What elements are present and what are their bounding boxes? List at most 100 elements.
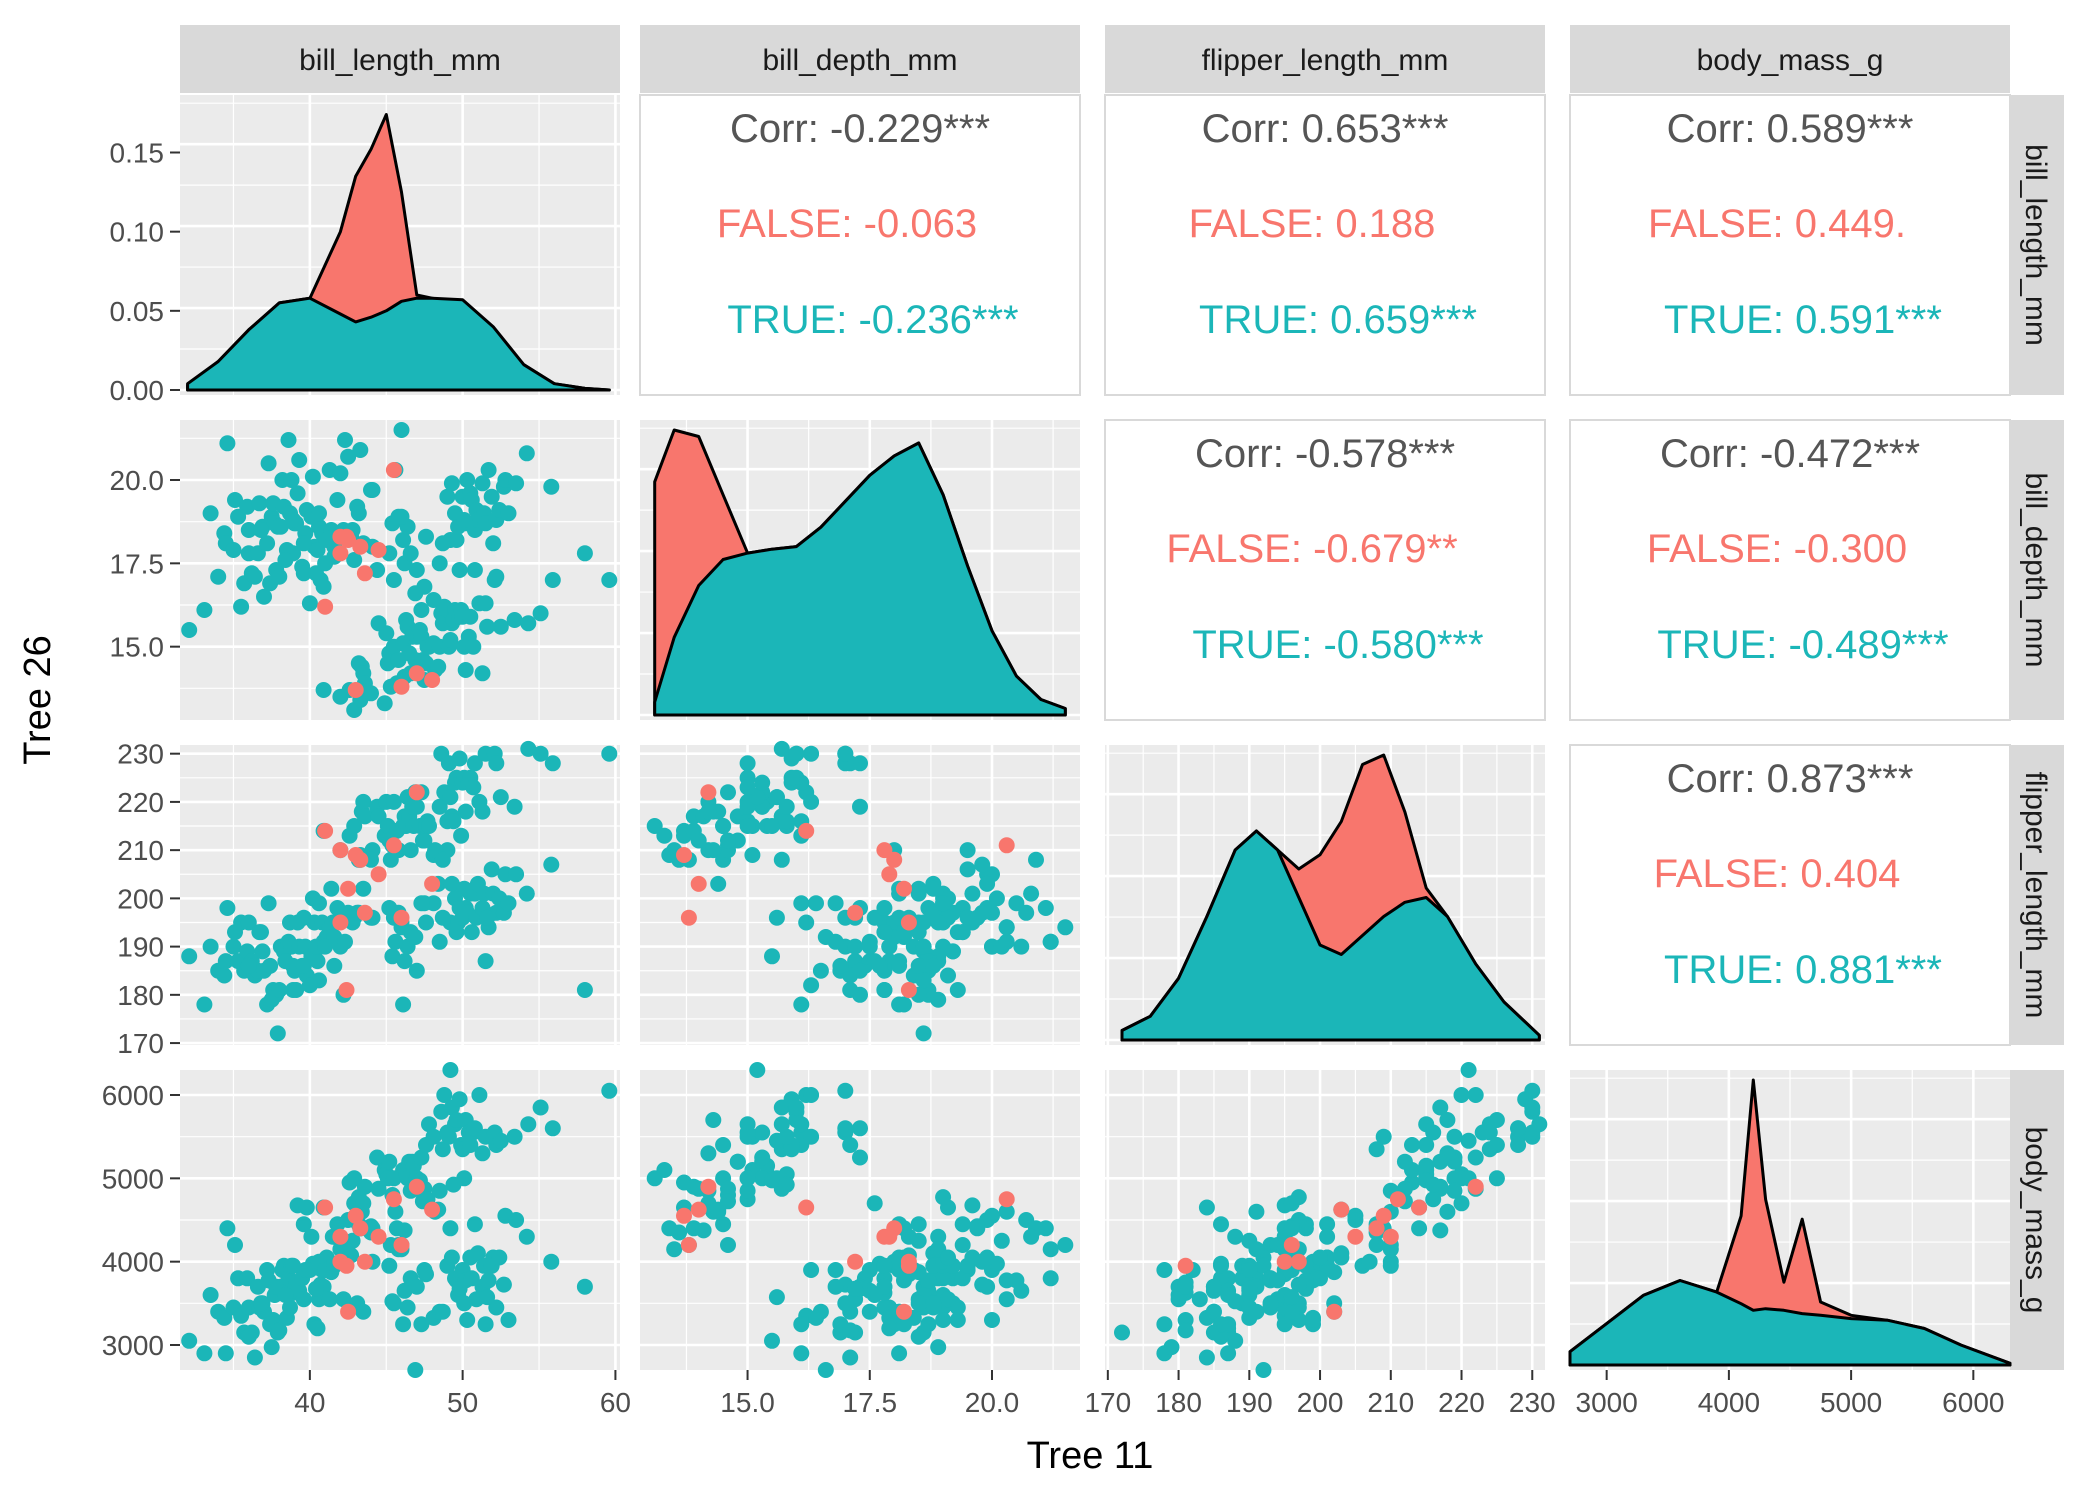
- scatter-point-true: [492, 618, 509, 635]
- scatter-point-true: [407, 929, 424, 945]
- scatter-point-true: [508, 1212, 525, 1228]
- scatter-point-false: [798, 822, 815, 839]
- scatter-point-true: [935, 1270, 952, 1287]
- scatter-point-true: [803, 977, 820, 994]
- scatter-point-false: [356, 1253, 373, 1270]
- correlation-overall-label: Corr: -0.229***: [730, 107, 990, 151]
- scatter-point-true: [832, 957, 849, 974]
- scatter-point-true: [773, 1116, 790, 1133]
- scatter-point-true: [381, 1153, 398, 1170]
- scatter-point-true: [495, 1276, 512, 1293]
- scatter-point-true: [1488, 1112, 1505, 1128]
- scatter-point-true: [396, 953, 413, 970]
- scatter-point-true: [1114, 1324, 1130, 1341]
- scatter-point-true: [416, 578, 433, 595]
- scatter-point-true: [311, 505, 327, 522]
- scatter-point-true: [920, 1272, 937, 1289]
- scatter-point-false: [332, 1228, 349, 1245]
- scatter-point-true: [710, 1201, 727, 1218]
- scatter-point-true: [256, 588, 272, 605]
- x-tick-label: 180: [1155, 1387, 1202, 1418]
- scatter-point-false: [900, 1257, 917, 1274]
- scatter-point-true: [798, 914, 815, 931]
- scatter-point-true: [384, 1293, 401, 1310]
- y-tick-label: 210: [117, 835, 164, 866]
- scatter-point-true: [930, 1339, 947, 1356]
- scatter-point-true: [1198, 1199, 1215, 1216]
- scatter-point-true: [969, 909, 986, 926]
- y-tick-label: 230: [117, 739, 164, 770]
- scatter-point-false: [1368, 1220, 1385, 1237]
- scatter-point-false: [408, 784, 425, 801]
- scatter-point-true: [263, 1339, 280, 1356]
- scatter-point-true: [202, 505, 219, 522]
- scatter-point-false: [370, 866, 387, 883]
- scatter-point-true: [910, 1295, 927, 1312]
- scatter-point-true: [1241, 1280, 1258, 1297]
- scatter-point-true: [543, 856, 560, 873]
- scatter-point-true: [355, 793, 372, 810]
- scatter-point-true: [474, 475, 491, 492]
- scatter-point-true: [739, 1170, 756, 1187]
- scatter-point-true: [431, 555, 448, 572]
- correlation-true-label: TRUE: 0.881***: [1664, 948, 1942, 992]
- scatter-point-true: [1037, 900, 1054, 916]
- correlation-overall-label: Corr: 0.589***: [1667, 107, 1914, 151]
- scatter-point-true: [984, 1312, 1000, 1328]
- scatter-point-true: [298, 1199, 315, 1216]
- scatter-point-true: [910, 924, 927, 941]
- y-tick-label: 3000: [102, 1330, 164, 1361]
- scatter-point-true: [239, 1270, 256, 1287]
- scatter-point-true: [1319, 1216, 1336, 1233]
- scatter-point-true: [783, 769, 800, 786]
- x-tick-label: 210: [1367, 1387, 1414, 1418]
- scatter-point-false: [347, 1207, 364, 1224]
- scatter-point-true: [466, 755, 483, 772]
- scatter-point-false: [1411, 1199, 1428, 1216]
- scatter-point-true: [720, 832, 736, 849]
- scatter-point-true: [1319, 1228, 1336, 1245]
- scatter-point-true: [253, 522, 269, 538]
- scatter-point-true: [949, 982, 966, 998]
- scatter-point-true: [998, 1203, 1015, 1220]
- scatter-point-true: [418, 528, 434, 545]
- scatter-point-true: [1205, 1278, 1222, 1295]
- scatter-point-true: [448, 532, 465, 548]
- scatter-point-true: [891, 1345, 908, 1362]
- scatter-point-true: [1453, 1087, 1470, 1103]
- scatter-point-true: [1177, 1322, 1194, 1339]
- x-tick-label: 17.5: [843, 1387, 898, 1418]
- scatter-point-true: [808, 895, 824, 912]
- chart-marks: Corr: -0.229*** FALSE: -0.063 TRUE: -0.236…: [181, 107, 2012, 1378]
- scatter-point-true: [240, 914, 257, 931]
- scatter-point-false: [424, 875, 441, 892]
- strip-top-bg: [180, 25, 620, 93]
- scatter-point-true: [285, 512, 302, 528]
- correlation-panel: [1569, 744, 2011, 1046]
- facet-strips: bill_length_mm bill_depth_mm flipper_lengt…: [180, 25, 2064, 1370]
- scatter-point-true: [363, 685, 379, 702]
- y-tick-label: 0.15: [110, 138, 165, 169]
- scatter-point-true: [520, 1116, 537, 1133]
- scatter-point-true: [508, 475, 525, 492]
- scatter-point-true: [350, 505, 367, 522]
- x-tick-label: 20.0: [965, 1387, 1020, 1418]
- scatter-point-true: [1474, 1124, 1491, 1141]
- scatter-point-false: [881, 866, 898, 883]
- scatter-point-true: [793, 895, 810, 912]
- scatter-point-true: [469, 1245, 486, 1262]
- scatter-point-true: [508, 866, 525, 883]
- scatter-point-true: [1018, 904, 1035, 921]
- scatter-point-true: [520, 615, 537, 632]
- scatter-point-false: [338, 982, 355, 998]
- scatter-point-true: [1439, 1203, 1456, 1220]
- scatter-point-true: [671, 1224, 688, 1241]
- scatter-point-true: [935, 1189, 952, 1206]
- scatter-point-true: [463, 924, 480, 941]
- scatter-point-true: [803, 1128, 820, 1145]
- scatter-point-true: [488, 1299, 505, 1316]
- scatter-point-false: [998, 837, 1015, 854]
- scatter-point-true: [479, 909, 496, 926]
- scatter-point-true: [416, 832, 433, 849]
- density-area-true: [653, 441, 1067, 717]
